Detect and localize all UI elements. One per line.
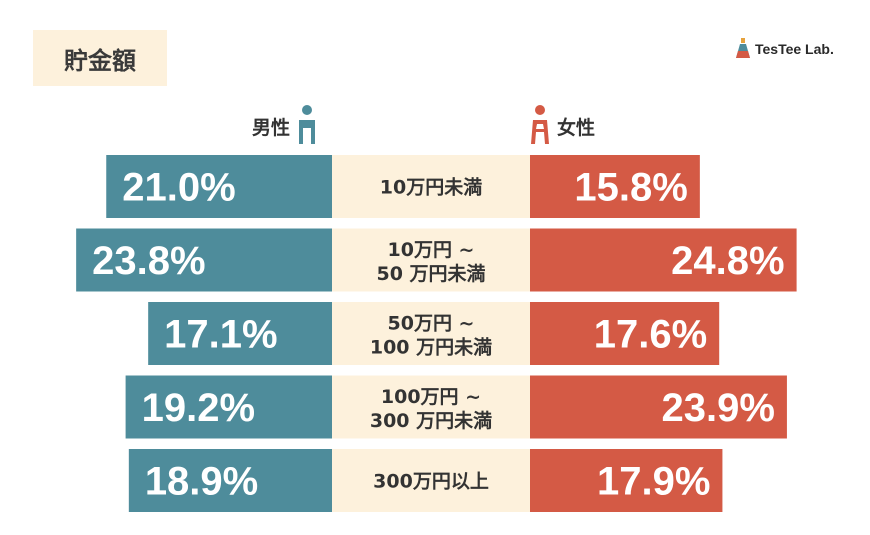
- category-label: 10万円未満: [380, 176, 482, 199]
- bar-male: [76, 228, 333, 292]
- data-label-female: 23.9%: [662, 386, 775, 430]
- category-label: 50 万円未満: [376, 262, 485, 285]
- data-label-male: 18.9%: [145, 460, 258, 504]
- bar-male: [128, 449, 332, 512]
- category-band: [332, 375, 530, 439]
- legend-male: 男性: [246, 104, 318, 148]
- category-band: [332, 449, 530, 512]
- category-label: 100万円 ~: [381, 386, 481, 408]
- legend-female: 女性: [529, 104, 601, 148]
- category-label: 50万円 ~: [388, 313, 475, 335]
- female-person-icon: [531, 105, 549, 144]
- bar-female: [530, 302, 720, 365]
- category-band: [332, 228, 530, 292]
- bar-male: [148, 302, 332, 365]
- category-label: 300 万円未満: [370, 409, 492, 432]
- testee-lab-logo: TesTee Lab.: [735, 38, 834, 60]
- bar-female: [530, 228, 797, 292]
- category-band: [332, 155, 530, 218]
- data-label-female: 15.8%: [574, 166, 687, 210]
- data-label-female: 17.6%: [594, 313, 707, 357]
- bar-male: [125, 375, 332, 439]
- legend-female-label: 女性: [557, 116, 596, 139]
- data-label-male: 23.8%: [92, 239, 205, 283]
- bar-female: [530, 155, 700, 218]
- logo-text: TesTee Lab.: [755, 41, 834, 57]
- data-label-male: 17.1%: [164, 313, 277, 357]
- bar-female: [530, 449, 723, 512]
- data-label-male: 21.0%: [122, 166, 235, 210]
- category-label: 10万円 ~: [388, 239, 475, 261]
- bar-female: [530, 375, 787, 439]
- category-band: [332, 302, 530, 365]
- category-label: 300万円以上: [373, 471, 489, 493]
- data-label-female: 24.8%: [671, 239, 784, 283]
- flask-icon: [736, 38, 750, 58]
- category-label: 100 万円未満: [370, 336, 492, 359]
- chart-title: 貯金額: [33, 30, 167, 86]
- data-label-female: 17.9%: [597, 460, 710, 504]
- data-label-male: 19.2%: [142, 386, 255, 430]
- legend-male-label: 男性: [252, 116, 291, 139]
- bar-male: [106, 155, 332, 218]
- male-person-icon: [299, 105, 316, 144]
